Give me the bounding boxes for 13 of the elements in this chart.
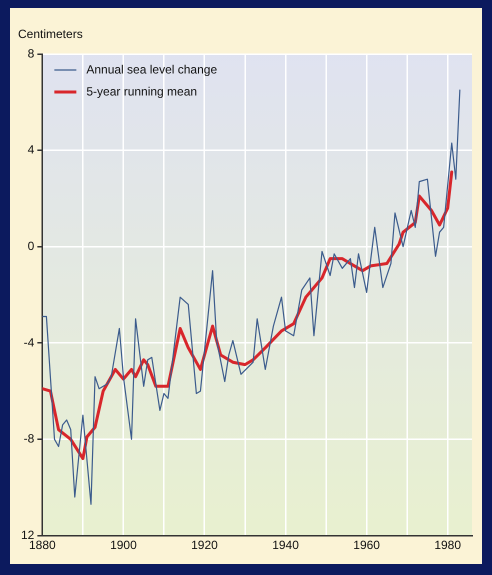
x-tick-label: 1920 xyxy=(191,538,218,552)
x-tick-label: 1900 xyxy=(110,538,138,552)
y-tick-label: -4 xyxy=(24,335,35,350)
x-tick-label: 1940 xyxy=(272,538,300,552)
x-tick-label: 1960 xyxy=(353,538,380,552)
y-tick-label: -8 xyxy=(24,432,35,446)
legend-label: 5-year running mean xyxy=(86,84,198,98)
y-tick-label: 8 xyxy=(28,46,35,60)
legend-label: Annual sea level change xyxy=(86,62,218,76)
y-tick-label: 4 xyxy=(28,142,35,157)
y-axis-title: Centimeters xyxy=(18,27,83,41)
x-tick-label: 1980 xyxy=(434,538,462,552)
y-tick-label: 0 xyxy=(28,238,35,253)
